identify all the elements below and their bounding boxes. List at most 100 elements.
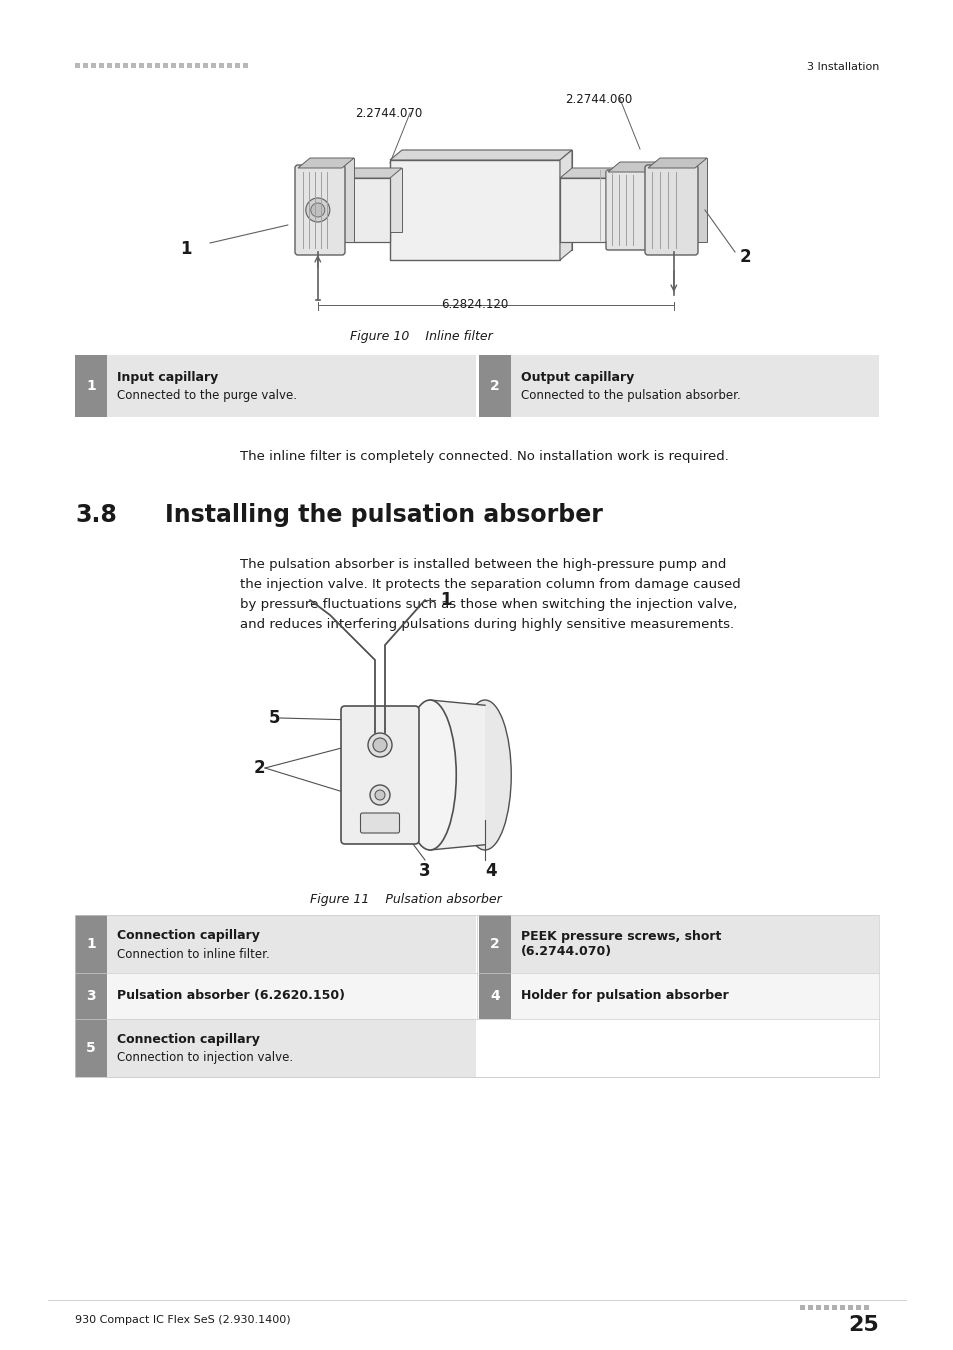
Circle shape [370,784,390,805]
Text: 1: 1 [439,591,451,609]
Bar [478,915,878,973]
Bar [823,1305,828,1310]
Polygon shape [352,167,401,232]
Bar [211,63,215,68]
Bar [194,63,200,68]
Bar [75,1019,107,1077]
Circle shape [375,790,385,801]
Bar [75,973,107,1019]
Bar [807,1305,812,1310]
Text: 1: 1 [86,379,95,393]
Polygon shape [401,150,572,250]
Polygon shape [559,167,621,178]
Circle shape [311,202,324,217]
Text: 2: 2 [253,759,265,778]
Bar [171,63,175,68]
Text: 3 Installation: 3 Installation [806,62,878,72]
Bar [107,63,112,68]
Bar [219,63,224,68]
Bar [863,1305,868,1310]
Bar [478,973,511,1019]
Bar [83,63,88,68]
Ellipse shape [458,701,511,850]
Text: 1: 1 [180,240,192,258]
Polygon shape [659,158,706,242]
Bar [99,63,104,68]
Circle shape [368,733,392,757]
Text: and reduces interfering pulsations during highly sensitive measurements.: and reduces interfering pulsations durin… [240,618,734,630]
Text: 2: 2 [740,248,751,266]
Text: 5: 5 [268,709,280,728]
Bar [163,63,168,68]
Text: Connection to injection valve.: Connection to injection valve. [117,1052,293,1065]
Text: 4: 4 [490,990,499,1003]
Bar [855,1305,861,1310]
Bar [187,63,192,68]
Polygon shape [430,701,484,850]
Bar [847,1305,852,1310]
Bar [815,1305,821,1310]
Bar [75,63,80,68]
Bar [75,915,107,973]
Polygon shape [572,167,621,232]
Bar [75,915,476,973]
Bar [227,63,232,68]
Bar [478,915,511,973]
Circle shape [306,198,330,221]
Text: Connection to inline filter.: Connection to inline filter. [117,948,270,960]
Bar [179,63,184,68]
FancyBboxPatch shape [360,813,399,833]
FancyBboxPatch shape [340,706,418,844]
Text: 5: 5 [86,1041,95,1054]
Bar [831,1305,836,1310]
Polygon shape [647,158,706,167]
Text: 25: 25 [847,1315,878,1335]
Text: by pressure fluctuations such as those when switching the injection valve,: by pressure fluctuations such as those w… [240,598,737,612]
Text: Connection capillary: Connection capillary [117,929,259,941]
Text: 2: 2 [490,379,499,393]
Text: Input capillary: Input capillary [117,370,218,383]
Text: Pulsation absorber (6.2620.150): Pulsation absorber (6.2620.150) [117,990,345,1003]
Text: the injection valve. It protects the separation column from damage caused: the injection valve. It protects the sep… [240,578,740,591]
Bar [478,355,878,417]
Polygon shape [619,162,661,238]
Text: Connected to the purge valve.: Connected to the purge valve. [117,390,296,402]
FancyBboxPatch shape [605,170,651,250]
Text: 2.2744.070: 2.2744.070 [355,107,422,120]
Text: Figure 10    Inline filter: Figure 10 Inline filter [350,329,493,343]
Bar [147,63,152,68]
Polygon shape [339,167,401,178]
Polygon shape [559,150,572,261]
Polygon shape [607,162,661,171]
Bar [75,1019,476,1077]
Circle shape [373,738,387,752]
Bar [123,63,128,68]
Polygon shape [339,178,390,242]
Bar [840,1305,844,1310]
Bar [478,355,511,417]
FancyBboxPatch shape [294,165,345,255]
Text: Holder for pulsation absorber: Holder for pulsation absorber [520,990,728,1003]
Bar [203,63,208,68]
Bar [75,355,107,417]
Bar [139,63,144,68]
Text: 1: 1 [86,937,95,950]
Text: The pulsation absorber is installed between the high-pressure pump and: The pulsation absorber is installed betw… [240,558,725,571]
Text: 2.2744.060: 2.2744.060 [564,93,632,107]
Text: Connected to the pulsation absorber.: Connected to the pulsation absorber. [520,390,740,402]
Bar [478,973,878,1019]
Text: 2: 2 [490,937,499,950]
Text: 3.8: 3.8 [75,504,117,526]
Text: PEEK pressure screws, short
(6.2744.070): PEEK pressure screws, short (6.2744.070) [520,930,720,958]
Text: 6.2824.120: 6.2824.120 [441,298,508,311]
FancyBboxPatch shape [644,165,698,255]
Text: 3: 3 [418,863,431,880]
Text: 930 Compact IC Flex SeS (2.930.1400): 930 Compact IC Flex SeS (2.930.1400) [75,1315,291,1324]
Polygon shape [390,150,572,161]
Bar [243,63,248,68]
Text: Connection capillary: Connection capillary [117,1033,259,1045]
Text: 3: 3 [86,990,95,1003]
Text: Figure 11    Pulsation absorber: Figure 11 Pulsation absorber [310,892,501,906]
Text: The inline filter is completely connected. No installation work is required.: The inline filter is completely connecte… [240,450,728,463]
Bar [75,973,476,1019]
